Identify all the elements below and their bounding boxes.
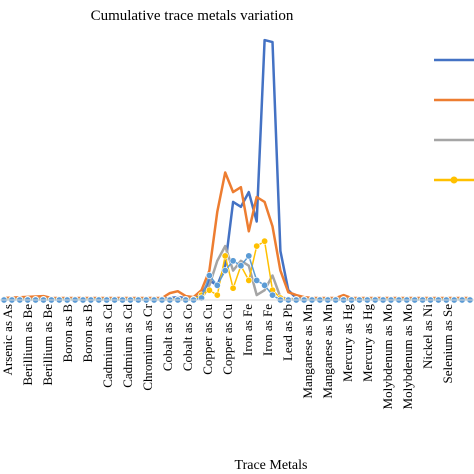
x-tick-label: Copper as Cu [200,304,215,375]
x-tick-label: Iron as Fe [240,304,255,356]
x-tick-label: Berillium as Be [40,304,55,386]
series-5-point-29 [221,267,229,275]
x-tick-label: Molybdenum as Mo [380,304,395,409]
x-tick-label: Copper as Cu [220,304,235,375]
x-tick-label: Cobalt as Co [160,304,175,371]
legend-marker-4 [450,176,458,184]
x-tick-label: Lead as Pb [280,304,295,361]
series-4-point-27 [205,286,213,294]
x-tick-label: Manganese as Mn [320,304,335,399]
series-4-point-34 [261,237,269,245]
series-5-point-28 [213,281,221,289]
x-tick-label: Iron as Fe [260,304,275,356]
series-3-line [4,244,470,301]
series-5-point-33 [253,276,261,284]
x-tick-label: Cadmium as Cd [100,304,115,388]
x-tick-label: Arsenic as As [0,304,15,376]
series-4-point-30 [229,284,237,292]
x-tick-label: Manganese as Mn [300,304,315,399]
series-5-point-32 [245,252,253,260]
x-tick-labels: Arsenic as As Berillium as Be Berillium as… [0,303,455,409]
legend [434,58,474,184]
x-tick-label: Mercury as Hg [340,304,355,382]
series-4-point-33 [253,242,261,250]
x-tick-label: Molybdenum as Mo [400,304,415,409]
plot-area [0,38,474,304]
series-4-line [4,240,470,301]
series-4-point-28 [213,291,221,299]
series-4-point-29 [221,252,229,260]
series-4-point-32 [245,276,253,284]
x-tick-label: Boron as B [80,304,95,363]
x-tick-label: Selenium as Se [440,304,455,384]
series-1-line [4,38,470,301]
series-5-point-27 [205,271,213,279]
x-tick-label: Mercury as Hg [360,304,375,382]
x-axis-title: Trace Metals [235,458,308,473]
x-tick-label: Berillium as Be [20,304,35,386]
x-tick-label: Cadmium as Cd [120,304,135,388]
series-5-point-35 [268,291,276,299]
series-5-point-34 [261,281,269,289]
x-tick-label: Boron as B [60,304,75,363]
chart-title: Cumulative trace metals variation [91,8,294,24]
x-tick-label: Chromium as Cr [140,303,155,390]
x-tick-label: Cobalt as Co [180,304,195,371]
series-5-point-30 [229,257,237,265]
series-5-point-31 [237,262,245,270]
x-tick-label: Nickel as Ni [420,304,435,369]
